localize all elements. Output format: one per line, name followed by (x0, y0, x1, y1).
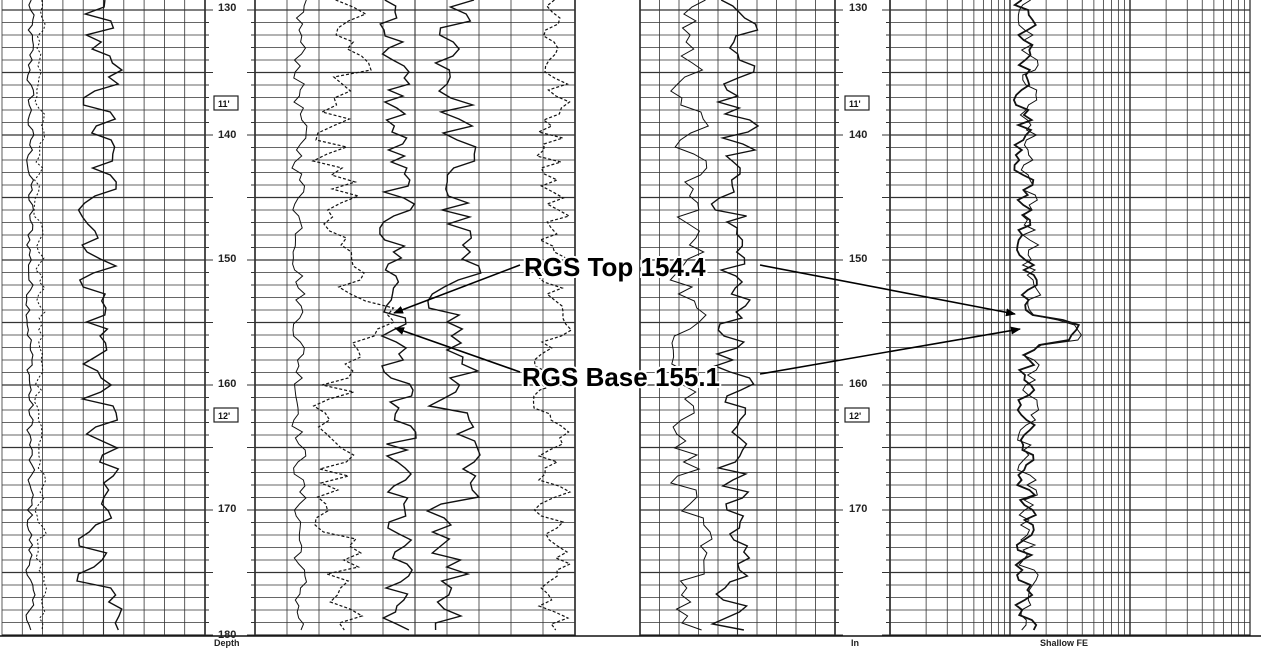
depth-markers-right: 11' 12' (844, 95, 870, 423)
pick-arrows (393, 264, 1021, 375)
depth-label-right-130: 130 (849, 2, 867, 14)
arrow-base-right (759, 326, 1021, 375)
depth-label-150: 150 (218, 253, 236, 265)
depth-label-130: 130 (218, 2, 236, 14)
depth-label-180: 180 (218, 629, 236, 641)
track1-curve-a (25, 0, 36, 631)
depth-labels-right: 130 140 150 160 170 (849, 2, 867, 515)
depth-marker-12: 12' (218, 411, 230, 421)
log-curves (25, 0, 1083, 631)
rgs-base-label: RGS Base 155.1 (522, 362, 720, 392)
track2-curve-a (291, 0, 308, 631)
right-depth-column-footer: In (851, 638, 859, 648)
rgs-top-label: RGS Top 154.4 (524, 252, 706, 282)
arrow-base-left (394, 327, 521, 373)
depth-label-right-140: 140 (849, 129, 867, 141)
track2-curve-b (311, 0, 396, 631)
arrow-top-right (759, 264, 1016, 317)
resistivity-curve-b (1017, 0, 1083, 631)
resistivity-curve-a (1012, 0, 1081, 631)
track2-curve-e (532, 0, 573, 631)
arrow-top-left (393, 264, 521, 314)
depth-column-footer: Depth (214, 638, 240, 648)
depth-label-140: 140 (218, 129, 236, 141)
depth-label-170: 170 (218, 503, 236, 515)
depth-markers-left: 11' 12' (213, 95, 239, 423)
depth-label-right-170: 170 (849, 503, 867, 515)
depth-label-160: 160 (218, 378, 236, 390)
track3-curve-a (669, 0, 713, 631)
depth-marker-right-11: 11' (849, 99, 861, 109)
depth-marker-box-right-12 (844, 407, 870, 423)
depth-label-right-150: 150 (849, 253, 867, 265)
depth-marker-right-12: 12' (849, 411, 861, 421)
depth-marker-box-11 (213, 95, 239, 111)
track1-curve-b (33, 0, 47, 631)
track3-curve-b (710, 0, 760, 631)
depth-marker-box-right-11 (844, 95, 870, 111)
depth-marker-11: 11' (218, 99, 230, 109)
pick-annotations: RGS Top 154.4 RGS Base 155.1 (520, 250, 722, 394)
depth-label-right-160: 160 (849, 378, 867, 390)
depth-labels-left: 130 140 150 160 170 180 (218, 2, 236, 641)
track2-curve-d (425, 0, 482, 631)
track2-curve-c (379, 0, 417, 631)
shallow-fe-footer: Shallow FE (1040, 638, 1088, 648)
track1-curve-c (76, 0, 124, 631)
depth-marker-box-12 (213, 407, 239, 423)
